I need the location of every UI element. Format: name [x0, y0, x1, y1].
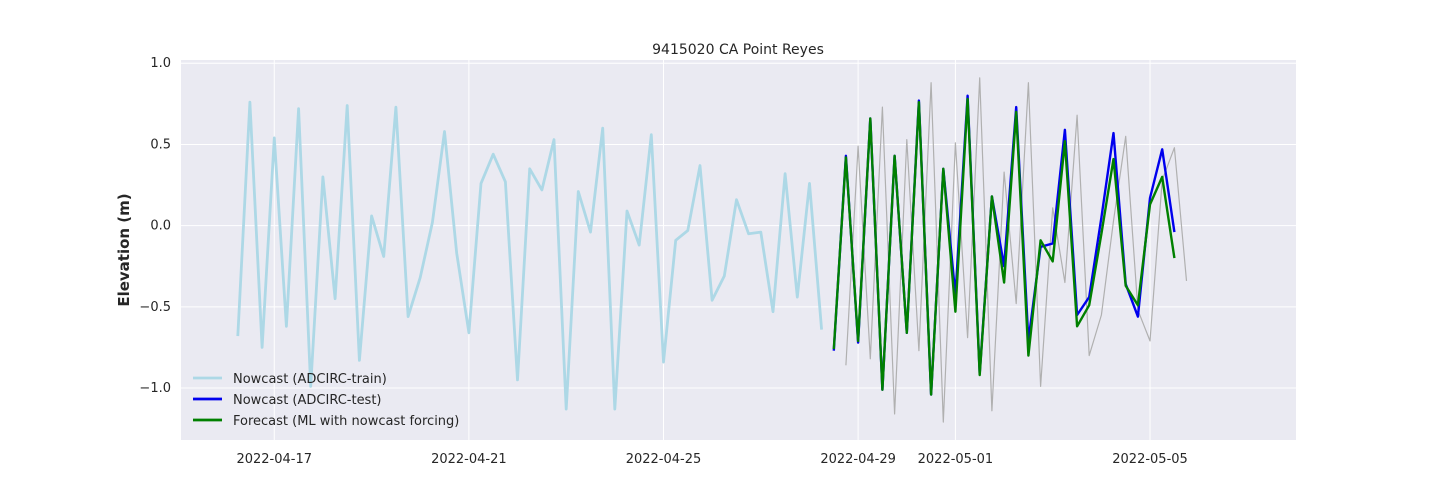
- x-tick-label: 2022-04-21: [431, 452, 507, 467]
- y-tick-label: 1.0: [150, 56, 171, 71]
- legend-label: Forecast (ML with nowcast forcing): [233, 414, 459, 429]
- legend-label: Nowcast (ADCIRC-test): [233, 393, 382, 408]
- chart-title: 9415020 CA Point Reyes: [652, 42, 824, 58]
- series-group: [236, 77, 1188, 423]
- y-axis-ticks: −1.0 −0.5 0.0 0.5 1.0: [139, 56, 171, 396]
- x-tick-label: 2022-04-25: [626, 452, 702, 467]
- x-tick-label: 2022-04-29: [820, 452, 896, 467]
- x-tick-label: 2022-05-05: [1112, 452, 1188, 467]
- x-tick-label: 2022-05-01: [918, 452, 994, 467]
- y-tick-label: 0.0: [150, 219, 171, 234]
- y-tick-label: 0.5: [150, 137, 171, 152]
- x-tick-label: 2022-04-17: [236, 452, 312, 467]
- y-tick-label: −0.5: [139, 300, 171, 315]
- legend-label: Nowcast (ADCIRC-train): [233, 372, 387, 387]
- legend: Nowcast (ADCIRC-train) Nowcast (ADCIRC-te…: [193, 372, 459, 429]
- y-axis-label: Elevation (m): [115, 193, 133, 306]
- grid: [181, 60, 1296, 440]
- series-line-4: [832, 97, 1176, 396]
- series-line-2: [845, 77, 1188, 423]
- x-axis-ticks: 2022-04-17 2022-04-21 2022-04-25 2022-04-29…: [236, 452, 1187, 467]
- series-line-1: [236, 100, 823, 411]
- y-tick-label: −1.0: [139, 381, 171, 396]
